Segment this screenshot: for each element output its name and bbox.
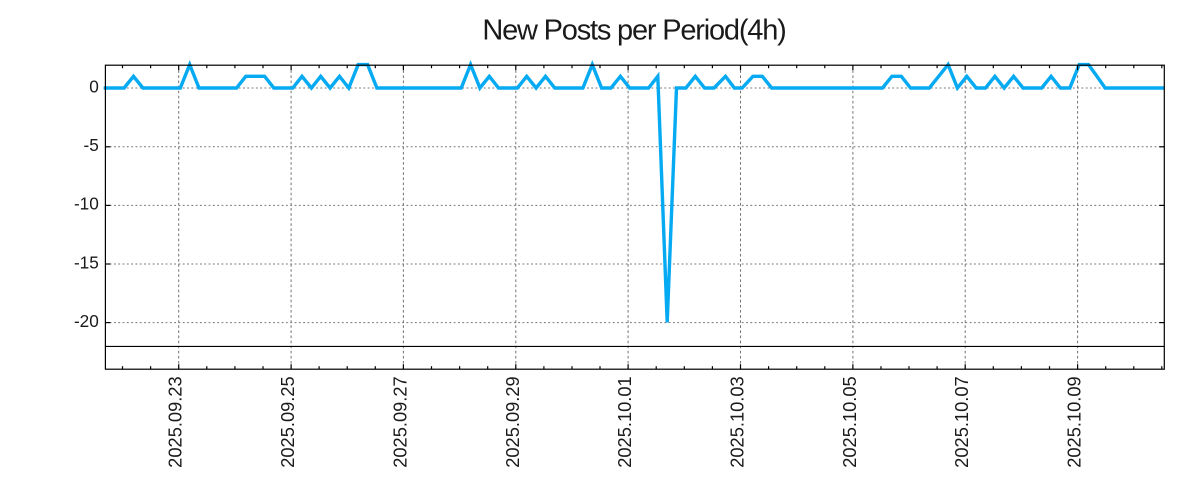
svg-text:2025.09.23: 2025.09.23 xyxy=(165,376,186,468)
svg-text:2025.09.29: 2025.09.29 xyxy=(502,376,523,468)
svg-text:2025.10.07: 2025.10.07 xyxy=(951,376,972,468)
svg-text:-5: -5 xyxy=(84,135,99,155)
svg-text:2025.10.01: 2025.10.01 xyxy=(614,376,635,468)
svg-text:New Posts per Period(4h): New Posts per Period(4h) xyxy=(482,15,785,47)
svg-text:-20: -20 xyxy=(74,311,99,331)
svg-text:-10: -10 xyxy=(74,194,99,214)
svg-text:2025.10.05: 2025.10.05 xyxy=(839,376,860,468)
svg-text:2025.09.25: 2025.09.25 xyxy=(277,376,298,468)
svg-text:2025.09.27: 2025.09.27 xyxy=(389,376,410,468)
svg-text:2025.10.09: 2025.10.09 xyxy=(1064,376,1085,468)
svg-text:-15: -15 xyxy=(74,252,99,272)
svg-text:0: 0 xyxy=(89,76,99,96)
svg-text:2025.10.03: 2025.10.03 xyxy=(727,376,748,468)
